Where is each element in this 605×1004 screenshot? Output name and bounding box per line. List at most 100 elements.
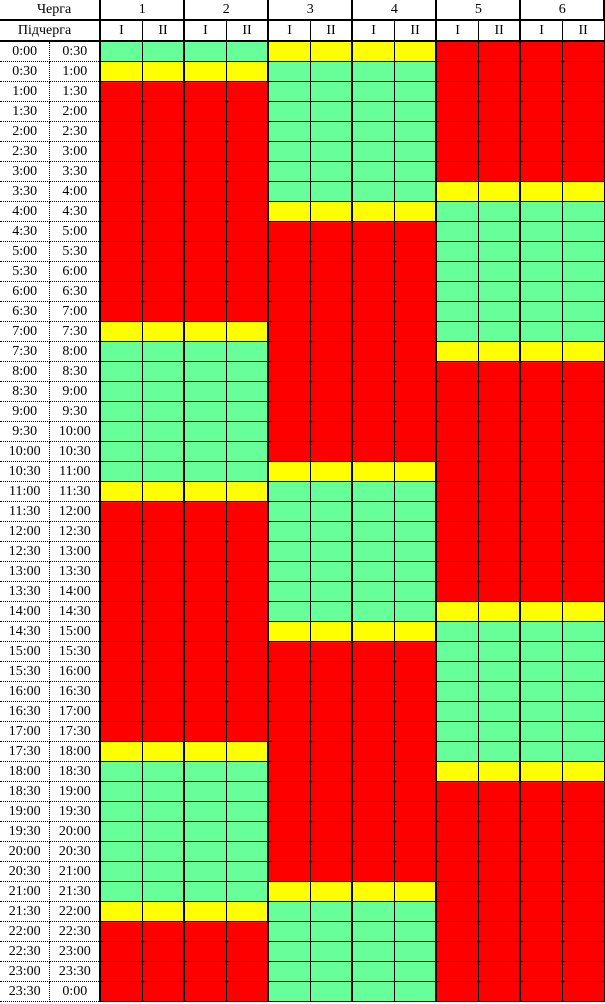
status-cell-6-2[interactable] (561, 961, 605, 982)
status-cell-4-1[interactable] (351, 701, 395, 722)
status-cell-5-2[interactable] (477, 581, 521, 602)
status-cell-3-1[interactable] (267, 301, 311, 322)
status-cell-1-1[interactable] (99, 501, 143, 522)
status-cell-5-1[interactable] (435, 101, 479, 122)
status-cell-1-1[interactable] (99, 741, 143, 762)
status-cell-4-2[interactable] (393, 881, 437, 902)
status-cell-6-1[interactable] (519, 401, 563, 422)
status-cell-1-2[interactable] (141, 841, 185, 862)
status-cell-2-2[interactable] (225, 821, 269, 842)
status-cell-4-2[interactable] (393, 201, 437, 222)
status-cell-2-2[interactable] (225, 301, 269, 322)
status-cell-2-2[interactable] (225, 361, 269, 382)
status-cell-4-1[interactable] (351, 681, 395, 702)
status-cell-6-2[interactable] (561, 861, 605, 882)
status-cell-3-2[interactable] (309, 701, 353, 722)
status-cell-4-2[interactable] (393, 101, 437, 122)
status-cell-3-1[interactable] (267, 40, 311, 62)
status-cell-5-1[interactable] (435, 40, 479, 62)
status-cell-5-2[interactable] (477, 701, 521, 722)
status-cell-5-2[interactable] (477, 241, 521, 262)
status-cell-4-2[interactable] (393, 641, 437, 662)
status-cell-6-1[interactable] (519, 441, 563, 462)
status-cell-5-2[interactable] (477, 221, 521, 242)
status-cell-6-2[interactable] (561, 701, 605, 722)
status-cell-2-2[interactable] (225, 781, 269, 802)
status-cell-2-1[interactable] (183, 461, 227, 482)
status-cell-5-1[interactable] (435, 401, 479, 422)
status-cell-1-1[interactable] (99, 40, 143, 62)
status-cell-1-1[interactable] (99, 221, 143, 242)
status-cell-1-1[interactable] (99, 261, 143, 282)
status-cell-1-1[interactable] (99, 781, 143, 802)
status-cell-3-2[interactable] (309, 81, 353, 102)
status-cell-1-1[interactable] (99, 981, 143, 1002)
status-cell-6-1[interactable] (519, 901, 563, 922)
status-cell-4-2[interactable] (393, 261, 437, 282)
status-cell-1-2[interactable] (141, 901, 185, 922)
status-cell-1-2[interactable] (141, 81, 185, 102)
status-cell-1-1[interactable] (99, 901, 143, 922)
status-cell-3-1[interactable] (267, 501, 311, 522)
status-cell-6-1[interactable] (519, 861, 563, 882)
status-cell-4-1[interactable] (351, 801, 395, 822)
status-cell-5-2[interactable] (477, 301, 521, 322)
status-cell-5-1[interactable] (435, 901, 479, 922)
status-cell-3-2[interactable] (309, 541, 353, 562)
status-cell-2-1[interactable] (183, 741, 227, 762)
status-cell-2-2[interactable] (225, 421, 269, 442)
status-cell-3-1[interactable] (267, 461, 311, 482)
status-cell-2-2[interactable] (225, 861, 269, 882)
status-cell-3-2[interactable] (309, 241, 353, 262)
status-cell-2-1[interactable] (183, 661, 227, 682)
status-cell-1-1[interactable] (99, 961, 143, 982)
status-cell-4-2[interactable] (393, 501, 437, 522)
status-cell-5-2[interactable] (477, 261, 521, 282)
status-cell-1-1[interactable] (99, 481, 143, 502)
status-cell-2-2[interactable] (225, 221, 269, 242)
status-cell-5-2[interactable] (477, 721, 521, 742)
status-cell-1-2[interactable] (141, 961, 185, 982)
status-cell-5-2[interactable] (477, 181, 521, 202)
status-cell-5-1[interactable] (435, 781, 479, 802)
status-cell-1-2[interactable] (141, 541, 185, 562)
status-cell-5-1[interactable] (435, 681, 479, 702)
status-cell-1-1[interactable] (99, 181, 143, 202)
status-cell-1-2[interactable] (141, 981, 185, 1002)
status-cell-4-1[interactable] (351, 981, 395, 1002)
status-cell-3-1[interactable] (267, 721, 311, 742)
status-cell-5-2[interactable] (477, 801, 521, 822)
status-cell-5-2[interactable] (477, 61, 521, 82)
status-cell-4-1[interactable] (351, 941, 395, 962)
status-cell-4-1[interactable] (351, 401, 395, 422)
status-cell-4-1[interactable] (351, 741, 395, 762)
status-cell-3-2[interactable] (309, 181, 353, 202)
status-cell-1-1[interactable] (99, 941, 143, 962)
status-cell-6-2[interactable] (561, 901, 605, 922)
status-cell-6-1[interactable] (519, 721, 563, 742)
status-cell-1-1[interactable] (99, 121, 143, 142)
status-cell-1-2[interactable] (141, 881, 185, 902)
status-cell-5-2[interactable] (477, 281, 521, 302)
status-cell-3-1[interactable] (267, 581, 311, 602)
status-cell-6-2[interactable] (561, 481, 605, 502)
status-cell-4-2[interactable] (393, 61, 437, 82)
status-cell-1-1[interactable] (99, 461, 143, 482)
status-cell-4-1[interactable] (351, 881, 395, 902)
status-cell-6-1[interactable] (519, 521, 563, 542)
status-cell-1-1[interactable] (99, 861, 143, 882)
status-cell-6-1[interactable] (519, 301, 563, 322)
status-cell-4-1[interactable] (351, 501, 395, 522)
status-cell-6-2[interactable] (561, 281, 605, 302)
status-cell-4-2[interactable] (393, 981, 437, 1002)
status-cell-3-2[interactable] (309, 521, 353, 542)
status-cell-2-1[interactable] (183, 901, 227, 922)
status-cell-2-1[interactable] (183, 921, 227, 942)
status-cell-3-2[interactable] (309, 121, 353, 142)
status-cell-3-2[interactable] (309, 801, 353, 822)
status-cell-1-1[interactable] (99, 101, 143, 122)
status-cell-4-1[interactable] (351, 121, 395, 142)
status-cell-3-1[interactable] (267, 181, 311, 202)
status-cell-5-1[interactable] (435, 81, 479, 102)
status-cell-2-1[interactable] (183, 961, 227, 982)
